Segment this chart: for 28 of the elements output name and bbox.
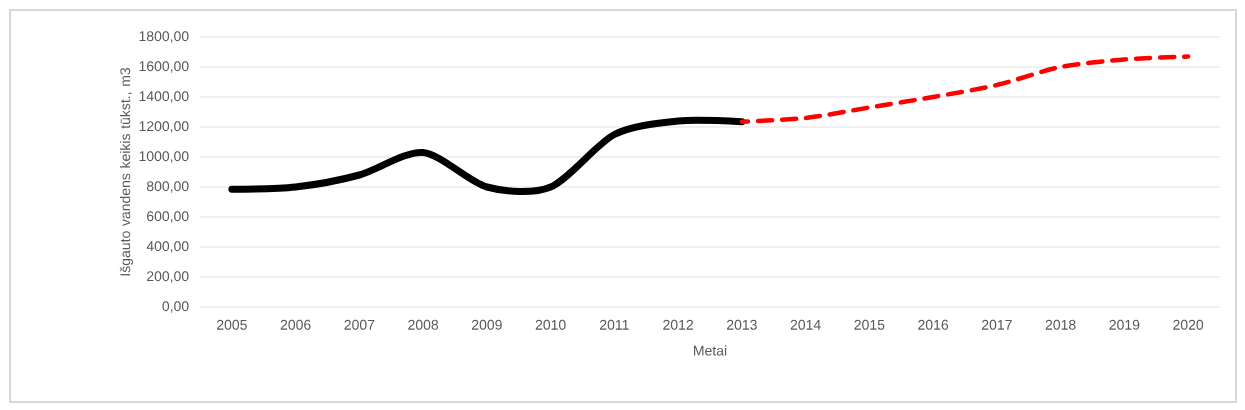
x-tick-label: 2009 — [472, 319, 502, 330]
y-tick-label: 0,00 — [162, 301, 189, 313]
x-tick-label: 2020 — [1173, 319, 1204, 330]
x-tick-label: 2017 — [982, 319, 1012, 330]
x-tick-label: 2018 — [1045, 319, 1076, 330]
y-tick-label: 1600,00 — [139, 61, 189, 73]
x-tick-label: 2014 — [790, 319, 821, 330]
y-tick-label: 800,00 — [146, 181, 189, 193]
y-axis-title: Išgauto vandens keikis tūkst., m3 — [119, 67, 133, 276]
x-tick-label: 2019 — [1109, 319, 1140, 330]
y-tick-label: 600,00 — [147, 211, 189, 223]
x-tick-label: 2016 — [918, 319, 949, 330]
x-tick-label: 2008 — [408, 319, 439, 330]
x-tick-label: 2011 — [600, 319, 629, 330]
x-tick-label: 2012 — [663, 319, 693, 330]
x-tick-label: 2010 — [535, 319, 566, 330]
y-tick-label: 1200,00 — [139, 121, 189, 133]
x-tick-label: 2007 — [344, 319, 375, 330]
y-tick-label: 1000,00 — [139, 151, 189, 163]
x-tick-label: 2015 — [854, 319, 885, 330]
x-tick-label: 2005 — [217, 319, 247, 330]
x-tick-label: 2006 — [280, 319, 311, 330]
y-tick-label: 200,00 — [147, 271, 189, 283]
x-axis-title: Metai — [694, 345, 727, 356]
x-tick-label: 2013 — [727, 319, 757, 330]
y-tick-label: 1400,00 — [139, 91, 189, 103]
y-tick-label: 1800,00 — [139, 31, 189, 43]
y-tick-label: 400,00 — [146, 241, 189, 253]
